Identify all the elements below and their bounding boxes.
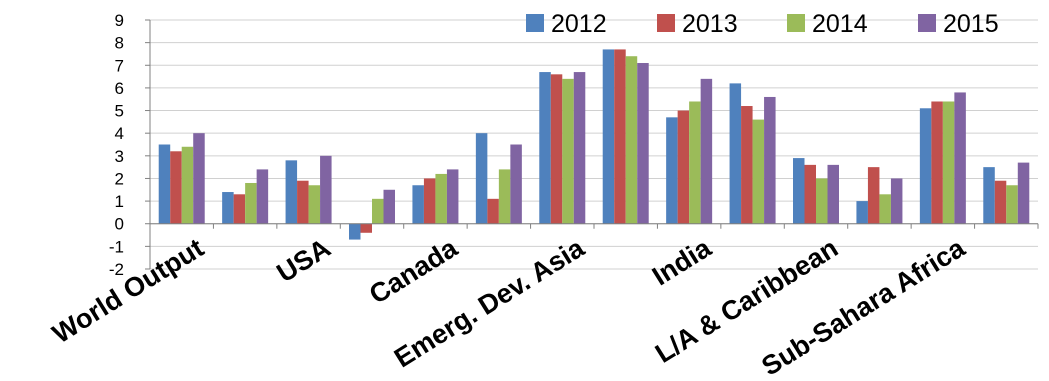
legend-label: 2012 [551,10,607,38]
legend-swatch [787,14,805,32]
bar [412,185,424,224]
bar [1017,162,1030,224]
bar [741,106,753,224]
bar [297,180,309,224]
y-tick-label: -1 [109,237,124,256]
bar [729,83,742,224]
y-tick-label: -2 [109,260,124,279]
axes [149,20,1039,269]
bar [233,194,246,224]
bar [931,101,943,224]
bars [158,49,1030,240]
bar [181,146,194,224]
bar [256,169,269,224]
bar [446,169,459,224]
bar [423,178,436,224]
bar [308,185,321,224]
bar [856,201,868,224]
bar [983,167,995,224]
bar [677,110,690,224]
y-tick-label: 8 [115,34,124,53]
bar [879,194,891,224]
legend: 2012 2013 2014 2015 [526,10,999,38]
bar [764,96,776,224]
bar [1006,185,1018,224]
bar [804,164,816,224]
y-tick-label: 4 [115,124,124,143]
category-label: India [647,232,717,291]
bar [498,169,511,224]
y-axis-ticks: -2 -1 0 1 2 3 4 5 6 7 8 9 [109,11,150,279]
bar [475,133,488,224]
bar [816,178,828,224]
category-label: USA [272,233,336,289]
bar [637,63,649,224]
bar [320,155,332,224]
legend-label: 2014 [812,10,868,38]
bar [942,101,955,224]
bar [360,223,372,233]
bar [170,151,182,224]
bar [573,72,586,224]
bar [487,198,499,224]
bar [158,144,171,224]
bar [550,74,563,224]
bar [752,119,765,224]
category-label: Sub-Sahara Africa [756,232,970,381]
bar [510,144,522,224]
bar [827,164,839,224]
bar [562,78,574,224]
bar [222,192,234,224]
y-tick-label: 5 [115,102,124,121]
bar [602,49,615,224]
y-tick-label: 2 [115,169,124,188]
y-tick-label: 6 [115,79,124,98]
legend-swatch [657,14,675,32]
bar [890,178,903,224]
bar [954,92,966,224]
bar [539,72,551,224]
bar [689,101,701,224]
y-tick-label: 3 [115,147,124,166]
bar [245,182,257,224]
bar [919,108,932,224]
category-label: World Output [47,233,209,350]
bar [700,78,713,224]
bar [867,167,880,224]
y-tick-label: 9 [115,11,124,30]
bar [614,49,626,224]
bar [666,117,678,224]
y-tick-label: 7 [115,56,124,75]
legend-label: 2013 [682,10,738,38]
legend-swatch [918,14,936,32]
bar [372,198,384,224]
bar [793,158,805,224]
bar [625,56,638,224]
legend-label: 2015 [943,10,999,38]
bar [383,189,395,224]
bar [193,133,205,224]
bar [994,180,1007,224]
category-label: Canada [364,232,463,310]
bar [435,173,447,224]
y-tick-label: 1 [115,192,124,211]
bar [349,223,361,240]
y-tick-label: 0 [115,215,124,234]
legend-swatch [526,14,544,32]
gridlines [150,19,1038,270]
bar [285,160,298,224]
